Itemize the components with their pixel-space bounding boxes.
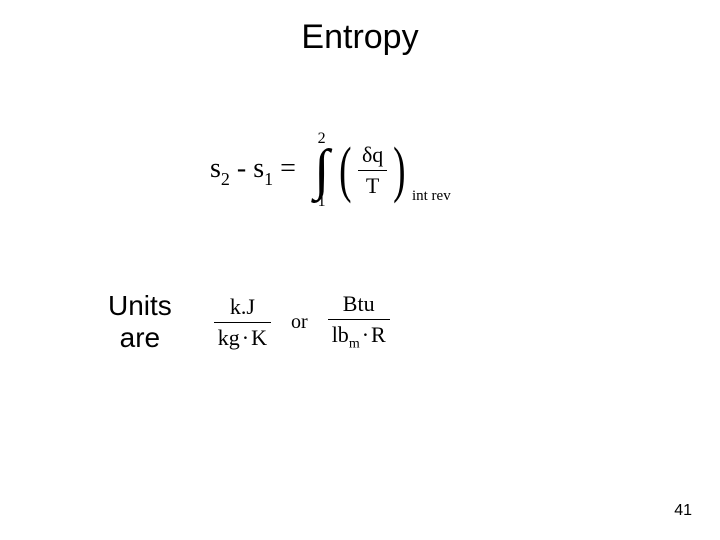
units-expression: k.J kg·K or Btu lbm·R bbox=[212, 291, 392, 352]
units-row: Units are k.J kg·K or Btu lbm·R bbox=[108, 290, 392, 354]
entropy-equation: s2 - s1 = 2 ∫ 1 ( δq T ) int rev bbox=[210, 130, 451, 211]
si-units-fraction: k.J kg·K bbox=[214, 294, 271, 351]
left-paren: ( bbox=[339, 152, 351, 189]
right-paren: ) bbox=[393, 152, 405, 189]
si-denominator: kg·K bbox=[214, 325, 271, 351]
fraction-bar bbox=[358, 170, 387, 171]
imperial-den-lb: lb bbox=[332, 322, 349, 347]
int-rev-subscript: int rev bbox=[412, 188, 451, 205]
imperial-den-lb-sub: m bbox=[349, 337, 360, 352]
parenthesized-fraction: ( δq T ) bbox=[335, 142, 410, 199]
s1-var: s bbox=[253, 153, 264, 184]
si-dot: · bbox=[242, 325, 249, 350]
fraction-numerator: δq bbox=[358, 142, 387, 168]
units-line2: are bbox=[120, 322, 160, 353]
imperial-units-fraction: Btu lbm·R bbox=[328, 291, 390, 352]
equation-lhs: s2 - s1 = bbox=[210, 153, 296, 189]
imperial-fraction-bar bbox=[328, 319, 390, 320]
si-den-kg: kg bbox=[218, 325, 240, 350]
s2-sub: 2 bbox=[221, 169, 230, 189]
or-separator: or bbox=[291, 311, 308, 334]
imperial-dot: · bbox=[362, 322, 369, 347]
imperial-denominator: lbm·R bbox=[328, 322, 390, 352]
s1-sub: 1 bbox=[264, 169, 273, 189]
equals: = bbox=[273, 153, 296, 184]
integral-symbol: ∫ bbox=[314, 148, 329, 193]
si-fraction-bar bbox=[214, 322, 271, 323]
si-numerator: k.J bbox=[226, 294, 259, 320]
integral-column: 2 ∫ 1 bbox=[314, 130, 329, 211]
imperial-numerator: Btu bbox=[339, 291, 379, 317]
units-label: Units are bbox=[108, 290, 172, 354]
si-den-k: K bbox=[251, 325, 267, 350]
minus: - bbox=[230, 153, 253, 184]
imperial-den-r: R bbox=[371, 322, 386, 347]
integral-block: 2 ∫ 1 ( δq T ) int rev bbox=[314, 130, 451, 211]
slide-title: Entropy bbox=[0, 18, 720, 57]
s2-var: s bbox=[210, 153, 221, 184]
units-line1: Units bbox=[108, 290, 172, 321]
integral-lower-limit: 1 bbox=[318, 193, 326, 211]
dq-over-t-fraction: δq T bbox=[358, 142, 387, 199]
page-number: 41 bbox=[674, 502, 692, 520]
fraction-denominator: T bbox=[362, 173, 383, 199]
